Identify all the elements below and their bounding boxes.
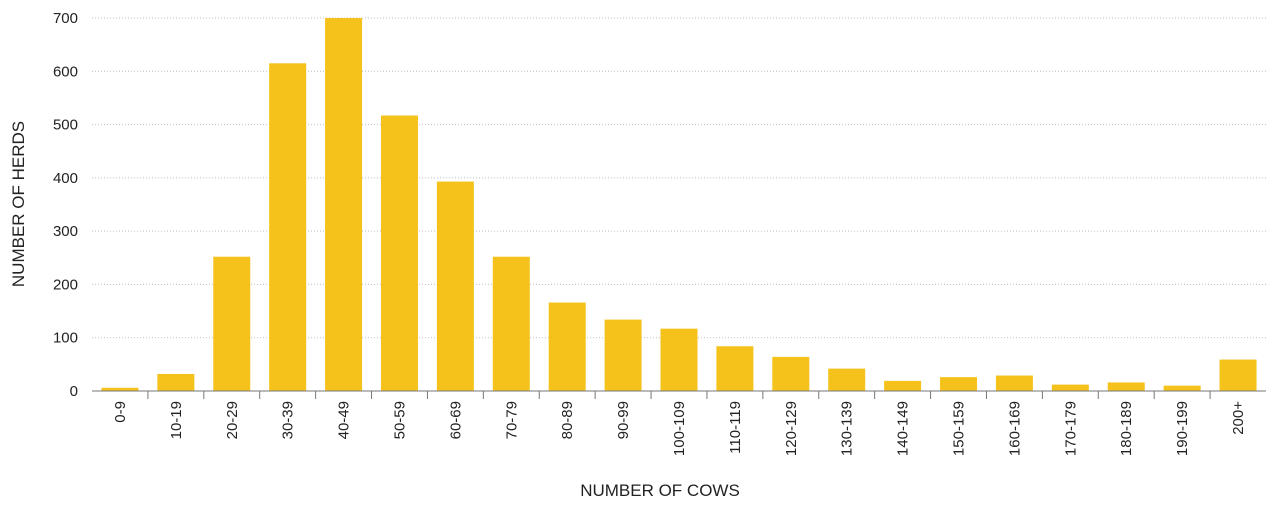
bar xyxy=(1219,359,1257,391)
x-tick-label: 80-89 xyxy=(559,401,576,439)
x-tick-label: 30-39 xyxy=(280,401,297,439)
bar xyxy=(1107,382,1145,391)
bar xyxy=(995,375,1033,391)
y-tick-label: 300 xyxy=(53,223,78,240)
y-tick-label: 0 xyxy=(70,383,78,400)
x-tick-label: 90-99 xyxy=(615,401,632,439)
x-tick-label: 170-179 xyxy=(1062,401,1079,456)
x-tick-label: 10-19 xyxy=(168,401,185,439)
x-tick-label: 190-199 xyxy=(1174,401,1191,456)
bar xyxy=(548,302,586,391)
bar xyxy=(269,63,307,392)
x-tick-label: 60-69 xyxy=(447,401,464,439)
bar xyxy=(157,373,195,391)
y-tick-label: 400 xyxy=(53,170,78,187)
bar xyxy=(940,377,978,391)
gridlines xyxy=(92,17,1266,339)
y-tick-label: 200 xyxy=(53,276,78,293)
y-tick-label: 500 xyxy=(53,117,78,134)
x-tick-label: 0-9 xyxy=(112,401,129,423)
y-axis-title: NUMBER OF HERDS xyxy=(9,121,28,287)
y-tick-label: 700 xyxy=(53,10,78,27)
y-tick-label: 600 xyxy=(53,63,78,80)
y-tick-label: 100 xyxy=(53,330,78,347)
bar xyxy=(828,368,866,391)
bar xyxy=(1051,384,1089,391)
bar xyxy=(660,328,698,391)
y-axis-ticks: 0 100 200 300 400 500 600 700 xyxy=(53,10,78,400)
bars xyxy=(101,18,1257,392)
x-tick-label: 140-149 xyxy=(895,401,912,456)
x-tick-label: 120-129 xyxy=(783,401,800,456)
x-axis-ticks: 0-9 10-19 20-29 30-39 40-49 50-59 60-69 70-79 80… xyxy=(112,391,1247,456)
x-tick-label: 160-169 xyxy=(1006,401,1023,456)
x-tick-label: 150-159 xyxy=(951,401,968,456)
bar xyxy=(604,319,642,391)
bar xyxy=(101,387,139,391)
x-tick-label: 20-29 xyxy=(224,401,241,439)
bar xyxy=(884,380,922,391)
x-tick-label: 70-79 xyxy=(503,401,520,439)
x-tick-label: 100-109 xyxy=(671,401,688,456)
bar xyxy=(213,256,251,391)
x-tick-label: 200+ xyxy=(1230,401,1247,435)
bar xyxy=(325,18,363,391)
bar xyxy=(772,356,810,391)
bar xyxy=(716,346,754,391)
bar xyxy=(1163,385,1201,391)
x-tick-label: 130-139 xyxy=(839,401,856,456)
x-axis-title: NUMBER OF COWS xyxy=(580,481,740,500)
x-tick-label: 180-189 xyxy=(1118,401,1135,456)
x-tick-label: 50-59 xyxy=(391,401,408,439)
bar xyxy=(380,115,418,392)
x-tick-label: 110-119 xyxy=(727,401,744,454)
x-tick-label: 40-49 xyxy=(336,401,353,439)
bar xyxy=(492,256,530,391)
bar xyxy=(436,181,474,391)
